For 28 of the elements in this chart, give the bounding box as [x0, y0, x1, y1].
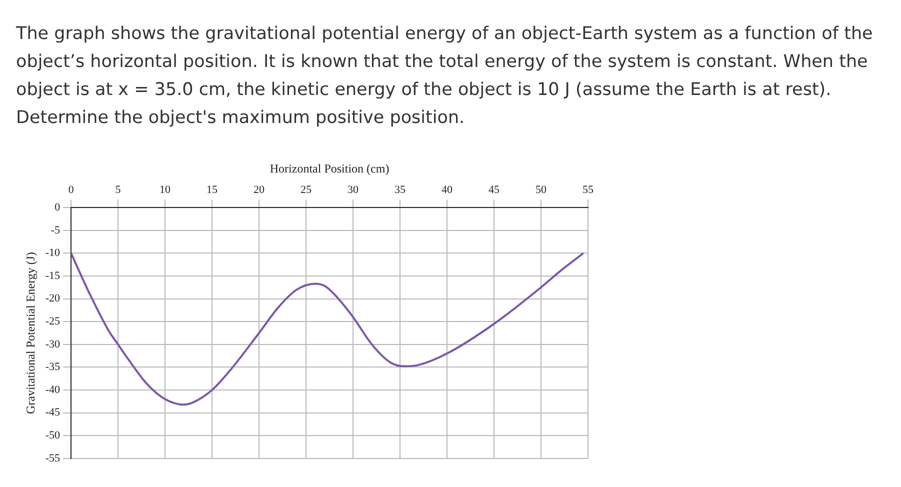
x-tick-label: 40: [442, 184, 454, 196]
y-tick-label: -10: [45, 247, 61, 260]
x-tick-label: 20: [254, 184, 266, 196]
line-series: [71, 252, 584, 406]
y-tick-label: -50: [45, 429, 61, 442]
y-tick-label: -15: [45, 270, 61, 282]
y-tick-label: -55: [45, 452, 61, 464]
y-tick-label: -45: [45, 406, 61, 419]
y-tick-label: -30: [45, 338, 61, 350]
x-tick-label: 25: [300, 184, 312, 196]
x-tick-label: 45: [488, 184, 500, 196]
y-tick-label: -25: [45, 315, 61, 328]
x-tick-label: 50: [536, 184, 548, 196]
y-tick-label: 0: [54, 201, 61, 214]
y-tick-label: -5: [50, 224, 61, 236]
x-tick-label: 10: [160, 184, 172, 196]
x-axis-title: Horizontal Position (cm): [270, 161, 390, 176]
y-tick-label: -20: [45, 292, 61, 305]
x-tick-label: 30: [348, 184, 360, 196]
y-tick-label: -35: [45, 361, 61, 374]
x-tick-label: 15: [206, 184, 218, 196]
y-axis-title: Gravitational Potential Energy (J): [23, 252, 38, 414]
x-tick-label: 5: [115, 184, 122, 196]
x-tick-label: 55: [582, 184, 594, 196]
y-tick-label: -40: [45, 384, 61, 396]
x-tick-label: 0: [68, 184, 74, 196]
chart-title: The graph shows the gravitational potential energy of an object-Earth system as a function of the object’s horizontal position. It is known that the total energy of the system is constant. When the object is at x = 35.0 cm, the kinetic energy of the object is 10 J (assume the Earth is at rest). Determine the object's maximum positive position.: [16, 23, 874, 130]
x-tick-label: 35: [394, 184, 406, 196]
